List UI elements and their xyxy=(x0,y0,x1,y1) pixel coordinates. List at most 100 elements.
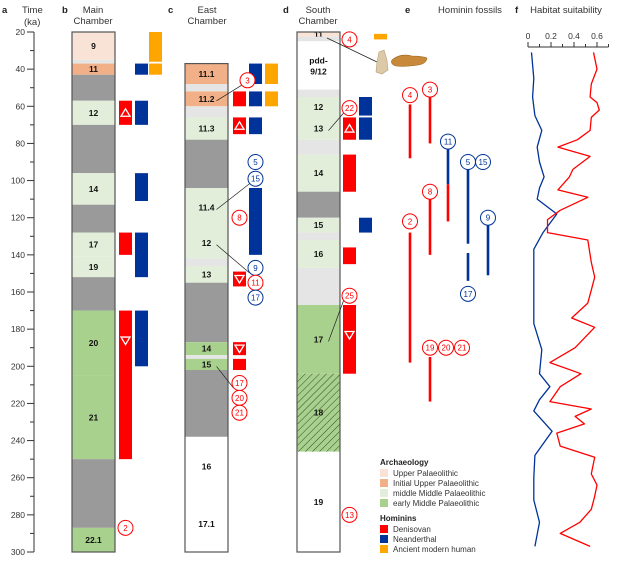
layer-label: 14 xyxy=(89,184,99,194)
layer-middle_middle_palaeolithic xyxy=(185,188,228,227)
layer-label: 12 xyxy=(314,102,324,112)
layer-initial_upper_palaeolithic xyxy=(72,63,115,75)
habitat-suitability-panel: f Habitat suitability 0 0.2 0.4 0.6 xyxy=(515,5,609,547)
chamber-column-border xyxy=(71,31,116,553)
bone-fragment-1 xyxy=(375,49,389,75)
specimen-label: 5 xyxy=(253,158,258,167)
layer-gap xyxy=(297,267,340,305)
leader-line xyxy=(216,244,250,274)
triangle-down-icon xyxy=(233,274,246,285)
marker-neanderthal xyxy=(135,232,148,278)
marker-denisovan xyxy=(233,358,246,370)
bone-fragment-2 xyxy=(391,54,428,67)
layer-sterile xyxy=(185,139,228,188)
axis-title: Time xyxy=(22,5,43,16)
layer-gap xyxy=(297,36,340,42)
layer-label: 11 xyxy=(89,64,98,74)
legend-swatch xyxy=(380,545,388,553)
layer-label: 14 xyxy=(202,344,212,354)
marker-modern_human xyxy=(265,63,278,84)
legend-label: Initial Upper Palaeolithic xyxy=(393,479,479,488)
fossil-range-denisovan xyxy=(446,184,450,222)
specimen-label: 2 xyxy=(123,524,128,533)
axis-tick-label: 240 xyxy=(11,436,25,446)
fossil-range-neanderthal xyxy=(466,169,470,244)
layer-sterile xyxy=(72,459,115,528)
specimen-label: 13 xyxy=(345,511,354,520)
layer-label: 11.1 xyxy=(198,69,214,79)
layer-label: 22.1 xyxy=(85,535,102,545)
layer-label: 17.1 xyxy=(198,519,215,529)
layer-label: 16 xyxy=(314,249,324,259)
specimen-label: 9 xyxy=(486,214,491,223)
axis-tick-label: 300 xyxy=(11,547,25,557)
layer-label: 14 xyxy=(314,168,324,178)
habitat-tick-label: 0.4 xyxy=(568,31,580,41)
legend-label: middle Middle Palaeolithic xyxy=(393,489,486,498)
layer-label-line: 9/12 xyxy=(310,66,327,76)
layer-label: 15 xyxy=(202,359,212,369)
specimen-label: 21 xyxy=(458,344,467,353)
neanderthal-suitability-line xyxy=(530,52,558,547)
layer-early_middle_palaeolithic xyxy=(72,375,115,460)
layer-label: 11.4 xyxy=(198,203,214,213)
layer-label: pdd-9/12 xyxy=(309,55,328,76)
axis-tick-label: 60 xyxy=(16,101,26,111)
layer-gap xyxy=(185,258,228,266)
chamber-title: South xyxy=(306,5,331,16)
legend-swatch xyxy=(380,469,388,477)
layer-initial_upper_palaeolithic xyxy=(185,91,228,107)
specimen-label: 3 xyxy=(428,86,433,95)
panel-letter: b xyxy=(62,5,68,16)
specimen-circle xyxy=(475,154,491,170)
fossil-range-neanderthal xyxy=(486,225,490,276)
specimen-circle xyxy=(231,404,248,421)
layer-gap xyxy=(185,106,228,118)
axis-tick-label: 160 xyxy=(11,287,25,297)
marker-neanderthal xyxy=(135,310,148,367)
layer-sterile xyxy=(72,74,115,101)
layer-sterile xyxy=(185,282,228,343)
specimen-label: 2 xyxy=(408,217,413,226)
axis-unit: (ka) xyxy=(24,17,40,28)
legend-swatch xyxy=(380,479,388,487)
layer-upper_palaeolithic xyxy=(72,32,115,60)
marker-neanderthal xyxy=(135,173,148,201)
specimen-label: 17 xyxy=(464,290,473,299)
habitat-tick-label: 0.6 xyxy=(591,31,603,41)
specimen-label: 15 xyxy=(251,175,260,184)
axis-tick-label: 100 xyxy=(11,176,25,186)
layer-label: 21 xyxy=(89,412,99,422)
specimen-label: 11 xyxy=(444,138,453,147)
leader-line xyxy=(328,112,344,131)
leader-line xyxy=(216,84,242,102)
layer-label: 17 xyxy=(314,334,324,344)
specimen-label: 17 xyxy=(251,294,260,303)
specimen-circle xyxy=(440,133,456,150)
panel-letter-a: a xyxy=(2,5,8,16)
layer-middle_middle_palaeolithic xyxy=(185,227,228,259)
specimen-label: 20 xyxy=(235,394,244,403)
legend-label: Neanderthal xyxy=(393,535,437,544)
specimen-circle xyxy=(454,339,470,356)
specimen-label: 20 xyxy=(442,344,451,353)
fossil-range-denisovan xyxy=(428,357,432,402)
layer-early_middle_palaeolithic xyxy=(185,358,228,370)
hominin-fossils-panel: e Hominin fossils 4 3 11 5 15 8 2 9 17 19 20 21 xyxy=(402,5,502,402)
axis-tick-label: 180 xyxy=(11,324,25,334)
legend-label: Ancient modern human xyxy=(393,545,476,554)
habitat-tick-label: 0 xyxy=(526,31,531,41)
legend-label: Denisovan xyxy=(393,525,431,534)
layer-label: 11.2 xyxy=(198,94,214,104)
legend-label: Upper Palaeolithic xyxy=(393,469,458,478)
layer-middle_middle_palaeolithic xyxy=(185,266,228,283)
axis-tick-label: 220 xyxy=(11,398,25,408)
layer-label: 16 xyxy=(202,462,212,472)
layer-middle_middle_palaeolithic xyxy=(72,232,115,257)
marker-denisovan xyxy=(233,91,246,107)
layer-middle_middle_palaeolithic xyxy=(72,100,115,125)
specimen-label: 8 xyxy=(428,188,433,197)
leader-line xyxy=(216,183,250,210)
specimen-label: 25 xyxy=(345,292,354,301)
